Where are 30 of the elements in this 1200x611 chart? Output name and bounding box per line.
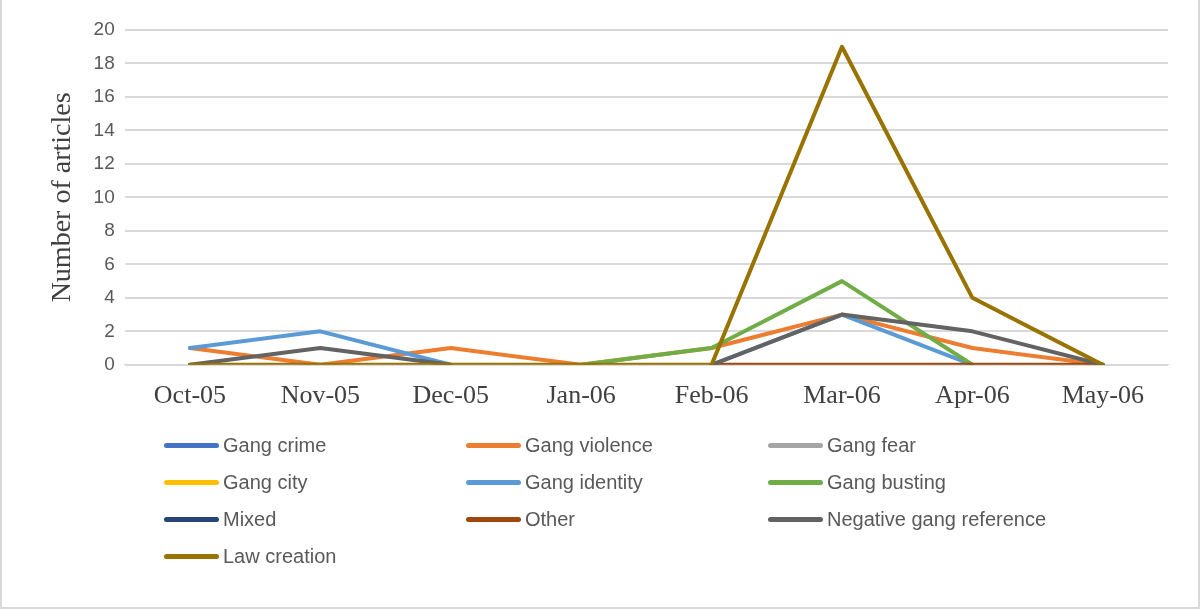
- legend-label: Other: [525, 507, 576, 531]
- legend-label: Gang crime: [223, 433, 327, 457]
- legend-label: Gang busting: [827, 470, 946, 494]
- legend-label: Gang city: [223, 470, 308, 494]
- y-tick-label: 4: [104, 286, 116, 308]
- y-tick-label: 12: [93, 152, 115, 174]
- x-tick-label: Feb-06: [674, 380, 749, 410]
- legend-label: Gang identity: [525, 470, 643, 494]
- legend-label: Gang fear: [827, 433, 916, 457]
- y-tick-label: 10: [93, 185, 115, 207]
- legend-label: Law creation: [223, 544, 337, 568]
- y-axis-title: Number of articles: [45, 92, 77, 303]
- x-tick-label: Apr-06: [935, 380, 1010, 410]
- y-tick-label: 6: [104, 252, 115, 274]
- y-tick-label: 14: [93, 118, 116, 140]
- y-tick-label: 2: [104, 319, 115, 341]
- legend-label: Negative gang reference: [827, 507, 1047, 531]
- legend-label: Mixed: [223, 507, 277, 531]
- y-tick-label: 0: [104, 353, 115, 375]
- x-tick-label: Oct-05: [153, 380, 227, 410]
- y-tick-label: 16: [93, 85, 115, 107]
- x-tick-label: Nov-05: [280, 380, 361, 410]
- legend-label: Gang violence: [525, 433, 653, 457]
- y-tick-label: 8: [104, 219, 115, 241]
- y-tick-label: 18: [93, 51, 115, 73]
- y-tick-label: 20: [93, 18, 115, 40]
- x-tick-label: Mar-06: [803, 380, 881, 410]
- x-tick-label: May-06: [1061, 380, 1144, 410]
- x-tick-label: Jan-06: [546, 380, 616, 410]
- x-tick-label: Dec-05: [412, 380, 490, 410]
